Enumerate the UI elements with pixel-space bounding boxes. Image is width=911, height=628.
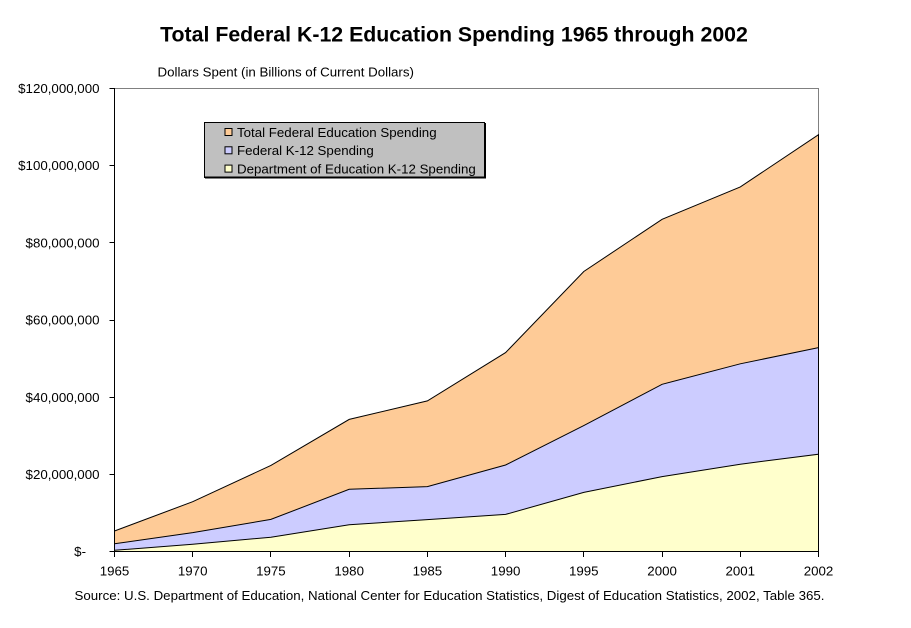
svg-text:$40,000,000: $40,000,000 (26, 390, 100, 405)
svg-text:1990: 1990 (491, 564, 521, 579)
svg-text:Source: U.S. Department of Edu: Source: U.S. Department of Education, Na… (75, 588, 825, 603)
svg-text:$60,000,000: $60,000,000 (26, 313, 100, 328)
svg-text:Department of Education K-12 S: Department of Education K-12 Spending (237, 161, 476, 176)
svg-text:1965: 1965 (100, 564, 130, 579)
svg-text:$80,000,000: $80,000,000 (26, 236, 100, 251)
svg-text:2000: 2000 (647, 564, 677, 579)
svg-text:Dollars Spent (in Billions of: Dollars Spent (in Billions of Current Do… (158, 65, 414, 80)
svg-text:$-: $- (74, 544, 86, 559)
svg-text:Federal K-12 Spending: Federal K-12 Spending (237, 143, 374, 158)
svg-text:1975: 1975 (256, 564, 286, 579)
svg-text:$20,000,000: $20,000,000 (26, 467, 100, 482)
svg-text:Total Federal K-12 Education S: Total Federal K-12 Education Spending 19… (160, 23, 748, 47)
svg-text:$120,000,000: $120,000,000 (18, 81, 99, 96)
svg-text:2002: 2002 (804, 564, 834, 579)
svg-text:2001: 2001 (726, 564, 756, 579)
svg-text:1995: 1995 (569, 564, 599, 579)
svg-text:$100,000,000: $100,000,000 (18, 158, 99, 173)
svg-text:1970: 1970 (178, 564, 208, 579)
svg-text:1985: 1985 (413, 564, 443, 579)
svg-text:Total Federal Education Spendi: Total Federal Education Spending (237, 125, 437, 140)
svg-text:1980: 1980 (334, 564, 364, 579)
